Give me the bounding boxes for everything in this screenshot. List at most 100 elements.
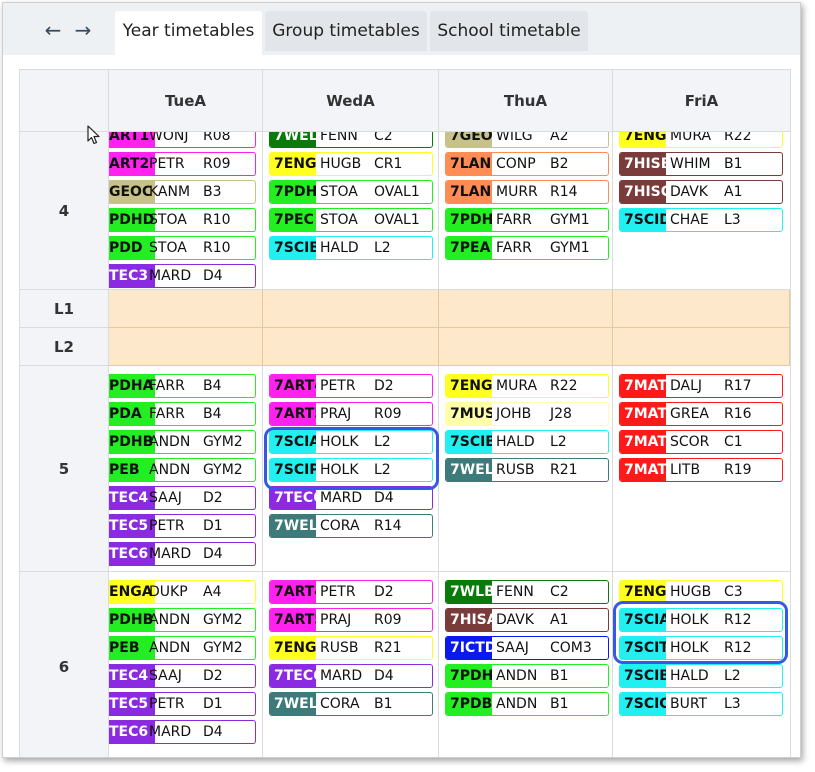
lesson-entry[interactable]: 7SCIA HOLK L2 <box>269 430 433 454</box>
timetable-window: ← → Year timetables Group timetables Sch… <box>2 2 801 758</box>
teacher-code: PRAJ <box>320 612 352 628</box>
lesson-entry[interactable]: 7HISBWHIM B1 <box>619 152 783 176</box>
lesson-entry[interactable]: 7TEC6MARD D4 <box>269 664 433 688</box>
lesson-entry[interactable]: 7ENGDHUGB C3 <box>619 580 783 604</box>
lesson-entry[interactable]: 7MAT3SCOR C1 <box>619 430 783 454</box>
teacher-code: MURA <box>670 132 712 144</box>
lesson-entry[interactable]: ENGA DUKP A4 <box>109 580 256 604</box>
room-code: D4 <box>374 490 394 506</box>
lesson-entry[interactable]: 7PDHAFARR GYM1 <box>445 208 609 232</box>
room-code: D2 <box>203 668 223 684</box>
teacher-code: MARD <box>320 668 363 684</box>
lesson-entry[interactable]: 7TEC6MARD D4 <box>269 486 433 510</box>
lesson-code: ART2 <box>109 153 155 175</box>
lesson-code: 7ART5 <box>270 609 316 631</box>
column-header-fria[interactable]: FriA <box>613 70 790 132</box>
room-code: GYM1 <box>550 240 590 256</box>
lesson-entry[interactable]: 7ENGBRUSB R21 <box>269 636 433 660</box>
room-code: CR1 <box>374 156 403 172</box>
lesson-entry[interactable]: 7ART5PRAJ R09 <box>269 402 433 426</box>
lesson-entry[interactable]: 7LANCCONP B2 <box>445 152 609 176</box>
lesson-entry[interactable]: 7SCIB HALD L2 <box>619 664 783 688</box>
lesson-entry[interactable]: 7ENGAMURAR22 <box>445 374 609 398</box>
lesson-entry[interactable]: 7HISCDAVK A1 <box>619 180 783 204</box>
lesson-entry[interactable]: 7SCIPAHOLK L2 <box>269 458 433 482</box>
teacher-code: SAAJ <box>496 640 529 656</box>
lesson-entry[interactable]: TEC6 MARD D4 <box>109 720 256 744</box>
lesson-entry[interactable]: PDHB ANDN GYM2 <box>109 430 256 454</box>
lesson-entry[interactable]: 7SCITAHOLK R12 <box>619 636 783 660</box>
lesson-entry[interactable]: 7WELDRUSB R21 <box>445 458 609 482</box>
room-code: R22 <box>724 132 752 144</box>
corner-header <box>20 70 109 132</box>
lesson-entry[interactable]: 7PEA FARR GYM1 <box>445 236 609 260</box>
lesson-entry[interactable]: PEB ANDN GYM2 <box>109 458 256 482</box>
room-code: OVAL1 <box>374 212 420 228</box>
lesson-entry[interactable]: 7ART4PETR D2 <box>269 374 433 398</box>
teacher-code: PETR <box>320 584 356 600</box>
lesson-entry[interactable]: GEOC KANM B3 <box>109 180 256 204</box>
lesson-entry[interactable]: 7PEC STOA OVAL1 <box>269 208 433 232</box>
lesson-entry[interactable]: ART1 WONJ R08 <box>109 132 256 148</box>
lesson-entry[interactable]: 7WLBCFENN C2 <box>445 580 609 604</box>
room-code: B1 <box>724 156 743 172</box>
lesson-entry[interactable]: 7HISADAVK A1 <box>445 608 609 632</box>
lesson-entry[interactable]: 7SCIB HALD L2 <box>445 430 609 454</box>
lesson-entry[interactable]: 7SCIDCHAE L3 <box>619 208 783 232</box>
lesson-entry[interactable]: 7LANDMURR R14 <box>445 180 609 204</box>
tab-school-timetable[interactable]: School timetable <box>430 11 588 51</box>
room-code: D2 <box>374 584 394 600</box>
lesson-entry[interactable]: PDA FARR B4 <box>109 402 256 426</box>
lesson-entry[interactable]: PDHA FARR B4 <box>109 374 256 398</box>
lesson-entry[interactable]: 7PDB ANDN B1 <box>445 692 609 716</box>
lesson-entry[interactable]: 7SCIA HOLK R12 <box>619 608 783 632</box>
room-code: OVAL1 <box>374 184 420 200</box>
lesson-entry[interactable]: 7WELA FENN C2 <box>269 132 433 148</box>
lesson-entry[interactable]: TEC6 MARD D4 <box>109 542 256 566</box>
teacher-code: STOA <box>320 184 358 200</box>
lesson-entry[interactable]: PEB ANDN GYM2 <box>109 636 256 660</box>
room-code: C2 <box>550 584 569 600</box>
forward-button[interactable]: → <box>69 17 97 43</box>
lesson-entry[interactable]: 7ENGDHUGB CR1 <box>269 152 433 176</box>
lesson-entry[interactable]: PDHB ANDN GYM2 <box>109 608 256 632</box>
tab-year-timetables[interactable]: Year timetables <box>115 11 262 55</box>
lesson-entry[interactable]: 7PDHCSTOA OVAL1 <box>269 180 433 204</box>
column-header-thua[interactable]: ThuA <box>439 70 613 132</box>
lesson-entry[interactable]: TEC4 SAAJ D2 <box>109 486 256 510</box>
lesson-entry[interactable]: ART2 PETR R09 <box>109 152 256 176</box>
lesson-entry[interactable]: 7MAT1DALJ R17 <box>619 374 783 398</box>
room-code: J28 <box>550 406 572 422</box>
lesson-entry[interactable]: 7MAT4LITB R19 <box>619 458 783 482</box>
lesson-code: 7TEC6 <box>270 487 316 509</box>
lesson-entry[interactable]: 7ART5PRAJ R09 <box>269 608 433 632</box>
lesson-entry[interactable]: TEC4 SAAJ D2 <box>109 664 256 688</box>
lesson-entry[interactable]: 7MAT2GREA R16 <box>619 402 783 426</box>
lesson-code: 7MAT3 <box>620 431 666 453</box>
lesson-entry[interactable]: 7ICTD SAAJ COM3 <box>445 636 609 660</box>
back-button[interactable]: ← <box>39 17 67 43</box>
lesson-entry[interactable]: 7MUSCJOHB J28 <box>445 402 609 426</box>
arrow-right-icon: → <box>74 18 92 42</box>
lesson-code: ENGA <box>109 581 155 603</box>
lesson-entry[interactable]: 7ENGAMURAR22 <box>619 132 783 148</box>
lesson-entry[interactable]: PDD STOA R10 <box>109 236 256 260</box>
room-code: A1 <box>724 184 743 200</box>
room-code: C2 <box>374 132 393 144</box>
lesson-entry[interactable]: 7PDHBANDN B1 <box>445 664 609 688</box>
lesson-entry[interactable]: 7SCIC BURT L3 <box>619 692 783 716</box>
lesson-entry[interactable]: 7ART4PETR D2 <box>269 580 433 604</box>
lesson-entry[interactable]: 7SCIB HALD L2 <box>269 236 433 260</box>
tab-group-timetables[interactable]: Group timetables <box>265 11 427 51</box>
column-header-tuea[interactable]: TueA <box>109 70 263 132</box>
lesson-entry[interactable]: 7WELACORA B1 <box>269 692 433 716</box>
teacher-code: HOLK <box>320 434 359 450</box>
lesson-entry[interactable]: 7GEOB WILG A2 <box>445 132 609 148</box>
lesson-entry[interactable]: TEC3 MARD D4 <box>109 264 256 288</box>
lesson-entry[interactable]: TEC5 PETR D1 <box>109 514 256 538</box>
lesson-entry[interactable]: TEC5 PETR D1 <box>109 692 256 716</box>
lesson-entry[interactable]: PDHD STOA R10 <box>109 208 256 232</box>
lesson-entry[interactable]: 7WELBCORA R14 <box>269 514 433 538</box>
column-header-weda[interactable]: WedA <box>263 70 439 132</box>
lesson-code: 7MAT2 <box>620 403 666 425</box>
